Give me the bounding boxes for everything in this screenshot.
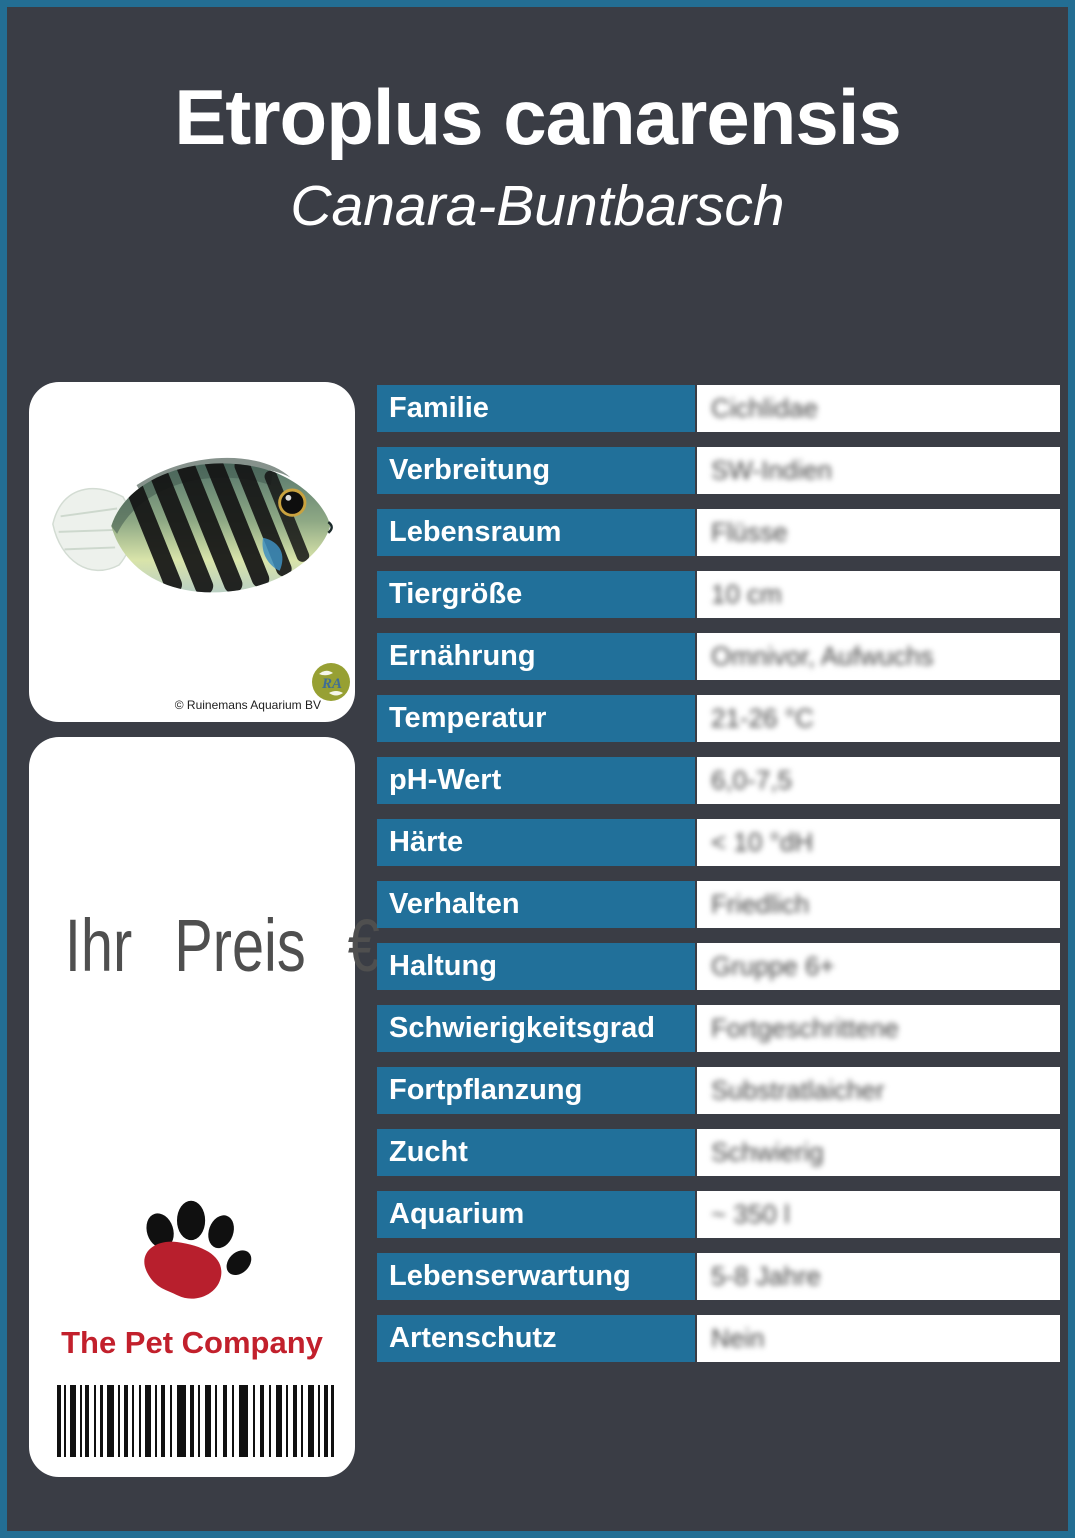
row-label: pH-Wert	[377, 757, 695, 804]
table-row: Lebenserwartung 5-8 Jahre	[377, 1253, 1060, 1300]
price-card: Ihr Preis € The Pet Company	[29, 737, 380, 1477]
table-row: Aquarium ~ 350 l	[377, 1191, 1060, 1238]
table-row: pH-Wert 6,0-7,5	[377, 757, 1060, 804]
row-label: Lebensraum	[377, 509, 695, 556]
table-row: Tiergröße 10 cm	[377, 571, 1060, 618]
row-label: Zucht	[377, 1129, 695, 1176]
row-value-text: ~ 350 l	[711, 1199, 790, 1229]
barcode	[57, 1385, 334, 1457]
row-label: Haltung	[377, 943, 695, 990]
row-label: Fortpflanzung	[377, 1067, 695, 1114]
fish-photo-card: © Ruinemans Aquarium BV RA	[29, 382, 355, 722]
row-label: Tiergröße	[377, 571, 695, 618]
row-label: Verhalten	[377, 881, 695, 928]
row-label: Verbreitung	[377, 447, 695, 494]
row-value-text: Schwierig	[711, 1137, 824, 1167]
row-value: Substratlaicher	[697, 1067, 1060, 1114]
brand-name: The Pet Company	[61, 1325, 323, 1360]
row-value: Friedlich	[697, 881, 1060, 928]
row-label: Artenschutz	[377, 1315, 695, 1362]
row-value: < 10 °dH	[697, 819, 1060, 866]
table-row: Ernährung Omnivor, Aufwuchs	[377, 633, 1060, 680]
row-label: Lebenserwartung	[377, 1253, 695, 1300]
row-value-text: Friedlich	[711, 889, 810, 919]
table-row: Verhalten Friedlich	[377, 881, 1060, 928]
row-value-text: 21-26 °C	[711, 703, 814, 733]
row-label: Temperatur	[377, 695, 695, 742]
row-label: Härte	[377, 819, 695, 866]
row-value-text: Omnivor, Aufwuchs	[711, 641, 934, 671]
price-label: Ihr Preis €	[64, 904, 380, 987]
row-value-text: < 10 °dH	[711, 827, 814, 857]
svg-text:RA: RA	[321, 676, 342, 692]
row-value-text: Nein	[711, 1323, 765, 1353]
row-value: Schwierig	[697, 1129, 1060, 1176]
row-value-text: Cichlidae	[711, 393, 818, 423]
row-value: Cichlidae	[697, 385, 1060, 432]
row-value: Gruppe 6+	[697, 943, 1060, 990]
row-value-text: 5-8 Jahre	[711, 1261, 821, 1291]
row-value: ~ 350 l	[697, 1191, 1060, 1238]
row-label: Aquarium	[377, 1191, 695, 1238]
info-table: Familie Cichlidae Verbreitung SW-Indien …	[377, 385, 1060, 1377]
row-value: 21-26 °C	[697, 695, 1060, 742]
table-row: Schwierigkeitsgrad Fortgeschrittene	[377, 1005, 1060, 1052]
table-row: Zucht Schwierig	[377, 1129, 1060, 1176]
row-value: Nein	[697, 1315, 1060, 1362]
table-row: Lebensraum Flüsse	[377, 509, 1060, 556]
table-row: Temperatur 21-26 °C	[377, 695, 1060, 742]
row-value: SW-Indien	[697, 447, 1060, 494]
row-value-text: Fortgeschrittene	[711, 1013, 899, 1043]
row-value-text: 6,0-7,5	[711, 765, 792, 795]
table-row: Artenschutz Nein	[377, 1315, 1060, 1362]
ra-logo-icon: RA	[312, 663, 350, 701]
row-label: Schwierigkeitsgrad	[377, 1005, 695, 1052]
table-row: Familie Cichlidae	[377, 385, 1060, 432]
table-row: Haltung Gruppe 6+	[377, 943, 1060, 990]
row-value-text: Gruppe 6+	[711, 951, 835, 981]
row-value: Omnivor, Aufwuchs	[697, 633, 1060, 680]
row-value: Fortgeschrittene	[697, 1005, 1060, 1052]
row-value: 5-8 Jahre	[697, 1253, 1060, 1300]
row-value-text: 10 cm	[711, 579, 782, 609]
table-row: Fortpflanzung Substratlaicher	[377, 1067, 1060, 1114]
row-value-text: Substratlaicher	[711, 1075, 885, 1105]
photo-copyright: © Ruinemans Aquarium BV	[174, 698, 321, 712]
table-row: Verbreitung SW-Indien	[377, 447, 1060, 494]
row-label: Ernährung	[377, 633, 695, 680]
row-label: Familie	[377, 385, 695, 432]
row-value: 10 cm	[697, 571, 1060, 618]
page-title: Etroplus canarensis	[174, 73, 902, 161]
table-row: Härte < 10 °dH	[377, 819, 1060, 866]
row-value-text: SW-Indien	[711, 455, 832, 485]
row-value-text: Flüsse	[711, 517, 788, 547]
row-value: Flüsse	[697, 509, 1060, 556]
fish-photo	[52, 457, 333, 593]
row-value: 6,0-7,5	[697, 757, 1060, 804]
page-subtitle: Canara-Buntbarsch	[290, 174, 785, 238]
paw-icon	[144, 1200, 252, 1299]
